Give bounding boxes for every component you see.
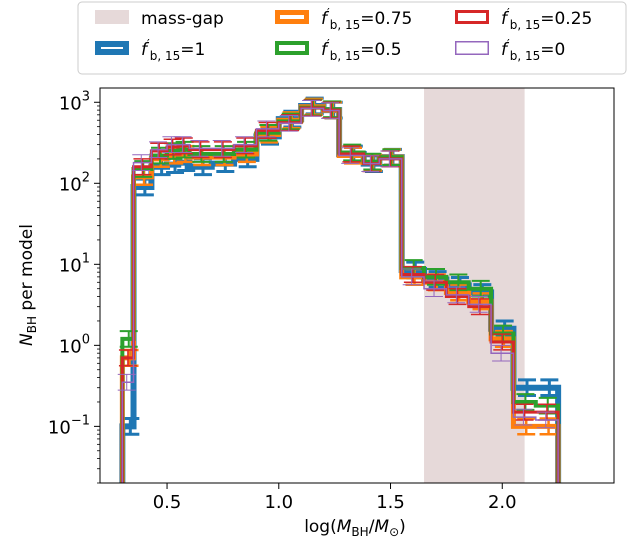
series-f0-errorbar — [469, 296, 488, 313]
y-axis: 10−1 100 101 102 103 — [48, 89, 100, 484]
series-f075-errorbar — [539, 417, 558, 436]
legend-entry-f075: f′b, 15=0.75 — [275, 6, 412, 32]
series-f1-errorbar — [540, 378, 559, 398]
y-tick-label: 100 — [59, 332, 90, 357]
series-f025-errorbar — [258, 121, 277, 139]
plot-frame — [99, 87, 615, 484]
legend-swatch — [275, 41, 309, 55]
series-f1-errorbar — [518, 378, 537, 398]
legend-swatch — [275, 10, 309, 24]
legend: mass-gap f′b, 15=1 f′b, 15=0.75 f′b, 15=0.5… — [77, 1, 627, 75]
x-axis-label: log(MBH/M⊙) — [304, 517, 406, 539]
series-f0-errorbar — [492, 344, 511, 362]
series-f0-errorbar — [341, 147, 360, 164]
y-tick-label: 10−1 — [48, 413, 90, 438]
series-f0-errorbar — [190, 139, 209, 157]
legend-entry-f0: f′b, 15=0 — [455, 37, 565, 63]
series-f025-errorbar — [213, 141, 232, 159]
series-f0-errorbar — [302, 100, 321, 117]
legend-entry-f025: f′b, 15=0.25 — [455, 6, 592, 32]
series-f0-errorbar — [235, 136, 254, 153]
x-tick-label: 1.5 — [376, 492, 405, 513]
series-f0-errorbar — [257, 120, 276, 138]
legend-label: f′b, 15=1 — [141, 37, 205, 63]
y-axis-label: NBH per model — [17, 224, 39, 346]
x-tick-label: 1.0 — [264, 492, 293, 513]
series-f0-errorbar — [173, 136, 192, 153]
legend-label: f′b, 15=0.5 — [321, 37, 402, 63]
series-f0-errorbar — [380, 150, 399, 168]
series-f0-errorbar — [279, 114, 298, 132]
series-f025-errorbar — [493, 333, 512, 351]
legend-label: f′b, 15=0.75 — [321, 6, 412, 32]
series-f05-errorbar — [449, 273, 468, 292]
series-f0-errorbar — [514, 408, 533, 426]
legend-entry-f05: f′b, 15=0.5 — [275, 37, 402, 63]
legend-label: f′b, 15=0 — [501, 37, 565, 63]
legend-swatch — [95, 41, 129, 55]
series-f05-errorbar — [382, 148, 401, 167]
legend-label: mass-gap — [141, 9, 224, 29]
series-f0-errorbar — [447, 286, 466, 304]
series-f075-errorbar — [517, 417, 536, 436]
series-f0-errorbar — [149, 141, 168, 159]
x-tick-label: 2.0 — [488, 492, 517, 513]
series-f0-errorbar — [132, 154, 151, 171]
series-f0-errorbar — [402, 268, 421, 286]
series-layer — [117, 96, 562, 483]
y-tick-label: 101 — [59, 251, 90, 276]
series-f025-errorbar — [448, 287, 467, 306]
legend-entry-f1: f′b, 15=1 — [95, 37, 205, 63]
series-f025-errorbar — [150, 142, 169, 160]
legend-swatch — [95, 10, 129, 24]
x-tick-label: 0.5 — [153, 492, 182, 513]
legend-swatch — [455, 10, 489, 24]
series-f025-errorbar — [426, 273, 445, 291]
series-f0-errorbar — [536, 411, 555, 429]
legend-swatch — [455, 41, 489, 55]
series-f0-errorbar — [212, 139, 231, 157]
series-f0-errorbar — [425, 280, 444, 298]
series-f0-errorbar — [361, 155, 380, 172]
legend-entry-mass-gap: mass-gap — [95, 9, 224, 29]
series-f025-errorbar — [133, 158, 152, 176]
series-f025-errorbar — [174, 137, 193, 155]
series-f05-errorbar — [516, 393, 535, 411]
series-f025-errorbar — [342, 145, 361, 163]
series-f025-errorbar — [191, 141, 210, 159]
series-f025-errorbar — [236, 137, 255, 155]
y-tick-label: 103 — [59, 89, 90, 114]
legend-label: f′b, 15=0.25 — [501, 6, 592, 32]
x-axis: 0.5 1.0 1.5 2.0 — [153, 483, 517, 513]
series-f0-errorbar — [117, 373, 136, 391]
series-f0-errorbar — [321, 102, 340, 119]
y-tick-label: 102 — [59, 170, 90, 195]
series-f0-line — [121, 107, 559, 483]
